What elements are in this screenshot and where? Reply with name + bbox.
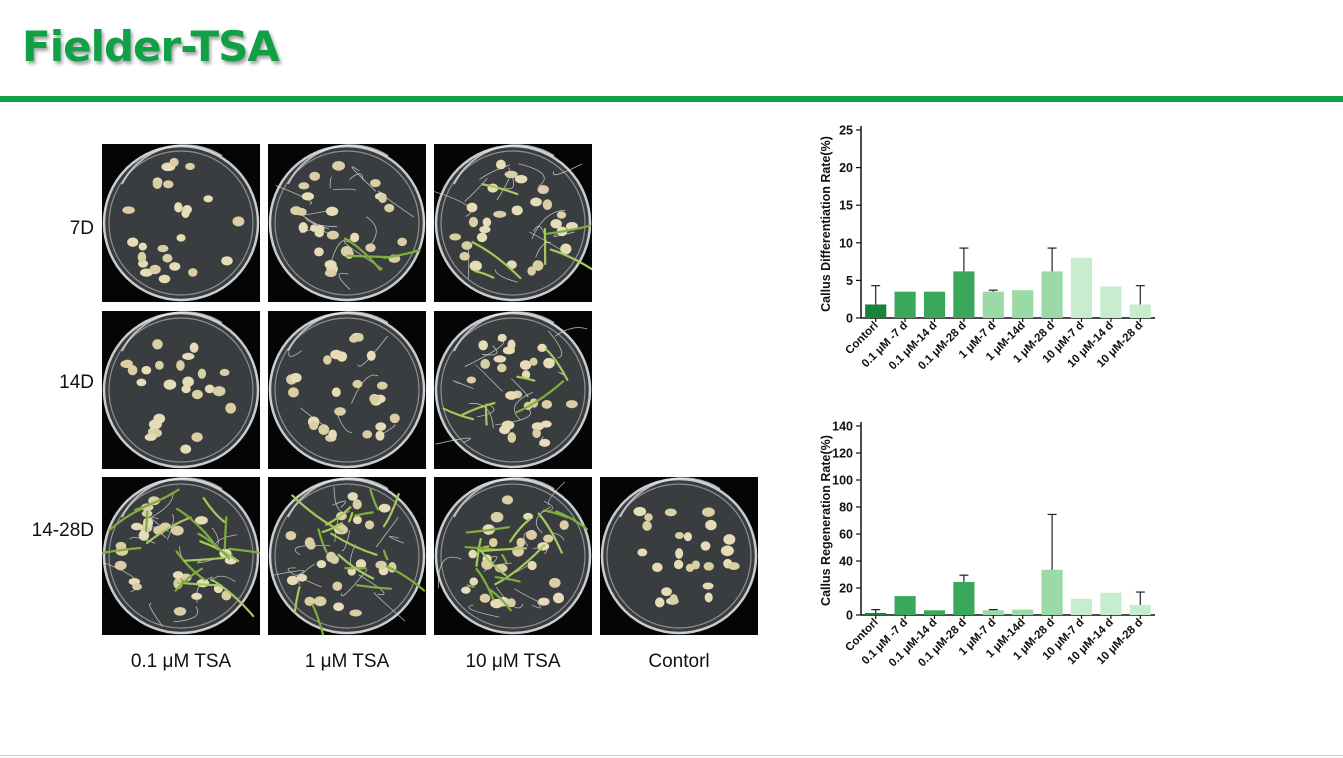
bar bbox=[1129, 604, 1151, 615]
bar bbox=[1070, 598, 1093, 615]
y-tick-label: 20 bbox=[839, 161, 853, 175]
y-tick-label: 20 bbox=[839, 582, 853, 596]
col-label-control: Contorl bbox=[648, 651, 710, 672]
bar bbox=[953, 271, 975, 318]
slide-title: Fielder-TSA bbox=[22, 22, 280, 71]
bar bbox=[982, 610, 1004, 615]
y-axis-label: Callus Regeneration Rate(%) bbox=[819, 435, 833, 606]
bar bbox=[923, 610, 946, 615]
bar bbox=[1129, 304, 1151, 318]
petri-dish-photo bbox=[268, 144, 426, 302]
y-tick-label: 15 bbox=[839, 199, 853, 213]
bar bbox=[1100, 592, 1122, 615]
row-label-14-28d: 14-28D bbox=[31, 520, 94, 541]
bar bbox=[894, 596, 916, 615]
petri-dish-photo bbox=[434, 311, 592, 469]
petri-dish-photo bbox=[434, 144, 592, 302]
bottom-divider bbox=[0, 755, 1343, 756]
bar bbox=[865, 304, 887, 318]
bar bbox=[1012, 609, 1034, 615]
y-tick-label: 140 bbox=[832, 420, 853, 434]
y-tick-label: 80 bbox=[839, 501, 853, 515]
petri-dish-photo bbox=[268, 311, 426, 469]
bar bbox=[1070, 257, 1093, 318]
y-tick-label: 0 bbox=[846, 609, 853, 623]
petri-dish-photo bbox=[102, 477, 260, 635]
row-label-7d: 7D bbox=[69, 218, 94, 239]
bar bbox=[1100, 286, 1122, 318]
y-tick-label: 40 bbox=[839, 555, 853, 569]
y-axis-label: Callus Differentiation Rate(%) bbox=[819, 136, 833, 312]
y-tick-label: 120 bbox=[832, 447, 853, 461]
row-label-14d: 14D bbox=[59, 372, 94, 393]
col-label-1um: 1 μM TSA bbox=[304, 651, 390, 672]
petri-dish-photo bbox=[102, 144, 260, 302]
title-divider bbox=[0, 96, 1343, 102]
bar bbox=[982, 291, 1004, 318]
y-tick-label: 25 bbox=[839, 124, 853, 138]
y-tick-label: 10 bbox=[839, 236, 853, 250]
bar bbox=[894, 291, 916, 318]
y-tick-label: 60 bbox=[839, 528, 853, 542]
petri-dish-photo bbox=[102, 311, 260, 469]
bar bbox=[865, 612, 887, 615]
y-tick-label: 0 bbox=[846, 312, 853, 326]
y-tick-label: 5 bbox=[846, 274, 853, 288]
bar bbox=[923, 291, 946, 318]
col-label-0-1um: 0.1 μM TSA bbox=[130, 651, 232, 672]
bar bbox=[1012, 290, 1034, 318]
bar bbox=[1041, 569, 1063, 615]
y-tick-label: 100 bbox=[832, 474, 853, 488]
bar bbox=[953, 581, 975, 615]
petri-dish-photo bbox=[268, 477, 426, 635]
petri-dish-photo bbox=[600, 477, 758, 635]
petri-dish-photo bbox=[434, 477, 592, 635]
col-label-10um: 10 μM TSA bbox=[465, 651, 561, 672]
bar bbox=[1041, 271, 1063, 318]
